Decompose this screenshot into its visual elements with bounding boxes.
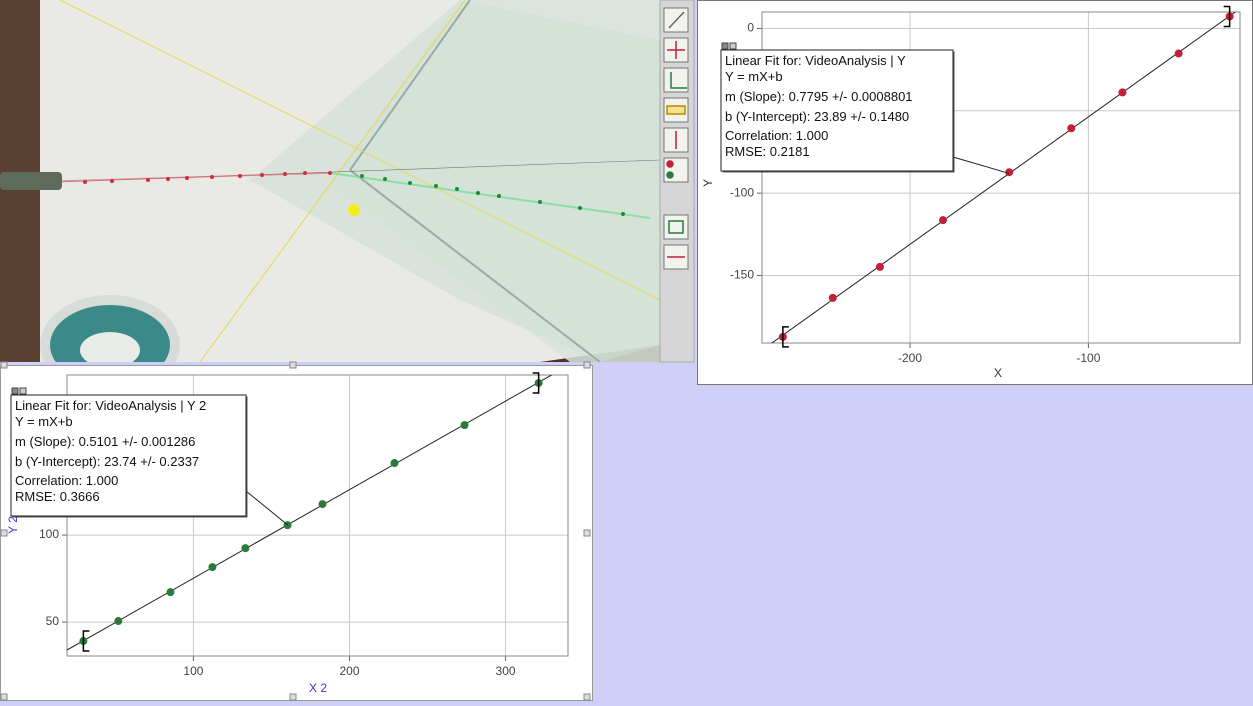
data-point	[460, 421, 469, 430]
range-bracket	[782, 326, 789, 348]
data-point	[939, 216, 948, 225]
x-tick-label: -200	[898, 351, 922, 365]
fit-box-line: b (Y-Intercept): 23.74 +/- 0.2337	[15, 454, 199, 469]
y-tick-label: 100	[39, 527, 59, 541]
leader-line	[952, 156, 1010, 174]
range-bracket	[532, 372, 540, 394]
data-point	[828, 293, 837, 302]
data-point	[1067, 124, 1076, 133]
range-bracket	[82, 630, 90, 652]
y-tick-label: 50	[46, 614, 60, 628]
leader-line	[245, 490, 288, 526]
fit-box-line: Correlation: 1.000	[15, 473, 118, 488]
fit-box: Linear Fit for: VideoAnalysis | YY = mX+…	[720, 42, 955, 173]
x-tick-label: 300	[496, 664, 516, 678]
fit-line	[67, 375, 553, 651]
fit-box-line: b (Y-Intercept): 23.89 +/- 0.1480	[725, 109, 909, 124]
y-tick-label: 0	[747, 21, 754, 35]
data-point	[875, 262, 884, 271]
fit-box: Linear Fit for: VideoAnalysis | Y 2Y = m…	[10, 387, 248, 518]
data-point	[166, 588, 175, 597]
handle[interactable]	[0, 361, 8, 369]
data-point	[208, 563, 217, 572]
coordinates-tool[interactable]	[663, 214, 689, 240]
fit-box-line: Linear Fit for: VideoAnalysis | Y 2	[15, 398, 206, 413]
fit-box-body	[10, 394, 247, 517]
charts: -200-100-150-100-500XYLinear Fit for: Vi…	[6, 5, 1241, 695]
options-button[interactable]	[729, 42, 737, 50]
handle[interactable]	[289, 361, 297, 369]
y-tick-label: -150	[730, 268, 754, 282]
range-bracket	[1223, 5, 1231, 28]
handle[interactable]	[583, 529, 591, 537]
close-button[interactable]	[721, 42, 729, 50]
data-point	[241, 544, 250, 553]
data-point	[1005, 168, 1014, 177]
fit-box-body	[720, 49, 954, 172]
fit-line	[771, 12, 1237, 343]
toolbar-icons	[666, 11, 687, 258]
fit-box-line: Correlation: 1.000	[725, 128, 828, 143]
fit-box-line: Linear Fit for: VideoAnalysis | Y	[725, 53, 906, 68]
handle[interactable]	[583, 361, 591, 369]
x-tick-label: -100	[1076, 351, 1100, 365]
data-point	[1118, 88, 1127, 97]
handle[interactable]	[0, 693, 8, 701]
fit-box-line: m (Slope): 0.5101 +/- 0.001286	[15, 434, 195, 449]
options-button[interactable]	[19, 387, 27, 395]
x-tick-label: 200	[339, 664, 359, 678]
data-point	[114, 617, 123, 626]
fit-box-line: m (Slope): 0.7795 +/- 0.0008801	[725, 89, 913, 104]
close-button[interactable]	[11, 387, 19, 395]
graph: -200-100-150-100-500XYLinear Fit for: Vi…	[701, 5, 1241, 380]
x-axis-label: X 2	[309, 681, 327, 695]
y-tick-label: -100	[730, 185, 754, 199]
fit-box-line: RMSE: 0.3666	[15, 489, 100, 504]
handle[interactable]	[583, 693, 591, 701]
data-point	[318, 500, 327, 509]
y-axis-label: Y 2	[6, 516, 20, 534]
y-axis-label: Y	[701, 179, 715, 187]
fit-box-line: Y = mX+b	[725, 69, 783, 84]
x-axis-label: X	[994, 366, 1002, 380]
fit-box-line: Y = mX+b	[15, 414, 73, 429]
fit-box-line: RMSE: 0.2181	[725, 144, 810, 159]
x-tick-label: 100	[183, 664, 203, 678]
data-point	[390, 459, 399, 468]
resize-handles[interactable]	[0, 361, 591, 701]
video-frame	[0, 0, 660, 362]
handle[interactable]	[0, 529, 8, 537]
handle[interactable]	[289, 693, 297, 701]
data-point	[1174, 49, 1183, 58]
plot-frame	[761, 11, 1241, 344]
